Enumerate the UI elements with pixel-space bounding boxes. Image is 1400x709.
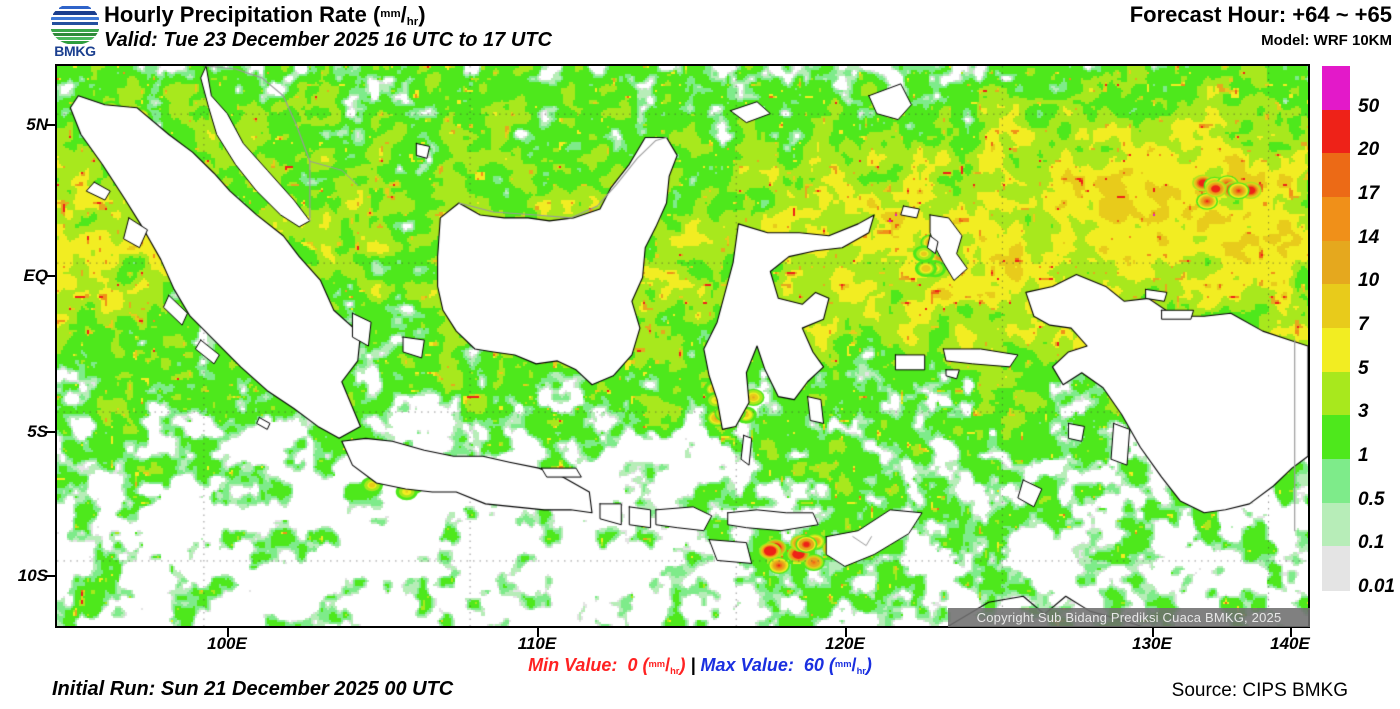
title-unit-num: mm [380,8,401,21]
lat-tick-10s [46,575,55,577]
colorbar-band-0.5 [1322,459,1350,504]
lat-tick-5s [46,431,55,433]
initial-run-label: Initial Run: Sun 21 December 2025 00 UTC [52,678,454,700]
lon-label-140e: 140E [1270,634,1310,653]
lat-label-5s: 5S [27,422,48,441]
page-title: Hourly Precipitation Rate (mm/hr) [104,2,426,28]
lon-label-100e: 100E [207,634,247,653]
colorbar-label-20: 20 [1358,139,1380,161]
colorbar-band-0.1 [1322,502,1350,547]
min-label: Min Value: [528,655,618,675]
colorbar-label-50: 50 [1358,95,1380,117]
bmkg-logo-stripe [60,41,90,44]
colorbar-label-0.01: 0.01 [1358,576,1395,597]
min-value-group: Min Value: 0 (mm/hr) [528,655,691,676]
model-label: Model: WRF 10KM [1261,32,1392,49]
colorbar-label-5: 5 [1358,357,1369,379]
lat-label-10s: 10S [17,566,48,585]
copyright-watermark: Copyright Sub Bidang Prediksi Cuaca BMKG… [948,608,1310,627]
title-unit-slash: / [400,2,407,27]
bmkg-logo: BMKG [44,3,106,59]
colorbar-band-10 [1322,240,1350,285]
bmkg-logo-stripe [59,6,91,9]
lat-label-eq: EQ [23,266,48,285]
colorbar-band-3 [1322,371,1350,416]
max-value: 60 [803,655,824,675]
bmkg-logo-divider [50,26,100,29]
page-title-text: Hourly Precipitation Rate [104,2,367,27]
colorbar-label-0.5: 0.5 [1358,488,1385,510]
min-unit-den: hr [670,665,680,676]
bmkg-logo-stripe [51,17,99,20]
colorbar-band-50 [1322,66,1350,111]
bmkg-logo-label: BMKG [54,43,96,59]
bmkg-logo-stripe [52,22,98,25]
min-value: 0 [627,655,638,675]
colorbar-band-20 [1322,109,1350,154]
lat-tick-eq [46,275,55,277]
bmkg-logo-stripe [55,37,95,40]
colorbar-label-3: 3 [1358,401,1369,423]
lon-label-110e: 110E [517,634,557,653]
lon-label-130e: 130E [1132,634,1172,653]
precipitation-colorbar [1322,66,1350,591]
max-unit-slash: / [851,655,857,675]
colorbar-label-1: 1 [1358,445,1369,466]
max-unit-num: mm [834,659,852,670]
precipitation-field-canvas [57,66,1308,626]
lat-label-5n: 5N [26,115,48,134]
title-unit-den: hr [406,16,419,29]
colorbar-band-14 [1322,197,1350,242]
lon-tick-110e [537,628,539,637]
colorbar-label-14: 14 [1358,226,1380,248]
max-value-group: Max Value: 60 (mm/hr) [700,655,872,676]
forecast-hour-label: Forecast Hour: +64 ~ +65 [1129,2,1392,27]
lon-tick-140e [1290,628,1292,637]
colorbar-label-17: 17 [1358,183,1380,204]
max-label: Max Value: [700,655,794,675]
min-max-values: Min Value: 0 (mm/hr) | Max Value: 60 (mm… [0,655,1400,676]
colorbar-band-0.01 [1322,546,1350,591]
colorbar-band-1 [1322,415,1350,460]
valid-time-label: Valid: Tue 23 December 2025 16 UTC to 17… [104,29,552,51]
lon-tick-120e [845,628,847,637]
source-label: Source: CIPS BMKG [1171,680,1348,701]
bmkg-globe-icon [50,3,100,45]
min-unit-num: mm [648,659,666,670]
colorbar-band-7 [1322,284,1350,329]
minmax-separator: | [690,655,696,675]
bmkg-logo-stripe [51,29,99,32]
min-unit-slash: / [665,655,671,675]
colorbar-band-17 [1322,153,1350,198]
precipitation-map[interactable] [55,64,1310,628]
colorbar-band-5 [1322,328,1350,373]
max-unit-den: hr [856,665,866,676]
lon-tick-130e [1152,628,1154,637]
bmkg-logo-stripe [53,11,97,15]
bmkg-logo-stripe [52,33,98,36]
colorbar-label-0.1: 0.1 [1358,532,1385,554]
lon-label-120e: 120E [825,634,865,653]
colorbar-label-10: 10 [1358,270,1380,292]
title-unit: (mm/hr) [372,2,426,29]
lat-tick-5n [46,124,55,126]
colorbar-label-7: 7 [1358,314,1369,335]
lon-tick-100e [227,628,229,637]
